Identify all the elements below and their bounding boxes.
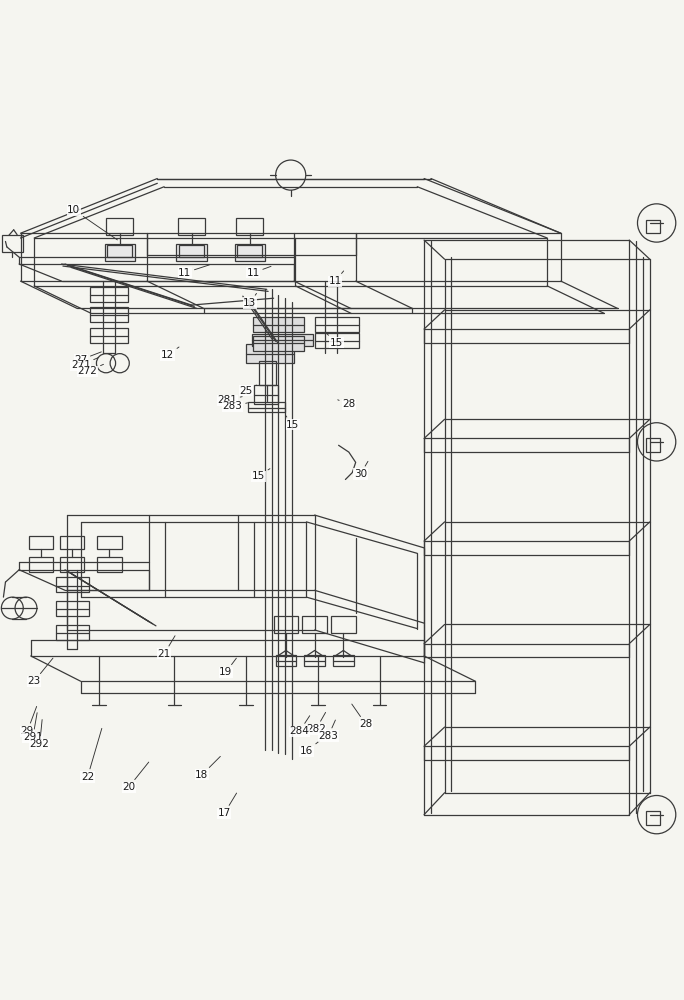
Text: 271: 271: [70, 357, 98, 370]
Bar: [90, 287, 128, 302]
Bar: [253, 317, 304, 332]
Bar: [60, 536, 84, 549]
Bar: [179, 245, 204, 257]
Text: 272: 272: [77, 364, 103, 376]
Text: 281: 281: [217, 395, 242, 405]
Bar: [315, 317, 359, 332]
Bar: [315, 333, 359, 348]
Text: 18: 18: [195, 756, 220, 780]
Bar: [259, 361, 276, 385]
Bar: [107, 245, 132, 257]
Bar: [248, 402, 285, 412]
Bar: [60, 557, 84, 572]
Bar: [304, 655, 325, 666]
Bar: [253, 336, 304, 351]
Text: 11: 11: [328, 271, 343, 286]
Text: 10: 10: [67, 205, 118, 240]
Bar: [333, 655, 354, 666]
Text: 28: 28: [352, 704, 373, 729]
Bar: [237, 245, 262, 257]
Text: 291: 291: [23, 713, 43, 742]
Bar: [252, 334, 313, 346]
Bar: [276, 655, 296, 666]
Text: 27: 27: [74, 352, 101, 365]
Bar: [176, 243, 207, 261]
Bar: [90, 328, 128, 343]
Bar: [646, 438, 660, 452]
Text: 13: 13: [243, 293, 256, 308]
Bar: [90, 307, 128, 322]
Bar: [56, 577, 89, 592]
Text: 17: 17: [218, 793, 237, 818]
Text: 23: 23: [27, 658, 53, 686]
Bar: [302, 616, 327, 633]
Bar: [29, 557, 53, 572]
Bar: [56, 625, 89, 640]
Bar: [178, 218, 205, 235]
Bar: [106, 218, 133, 235]
Text: 11: 11: [178, 265, 209, 278]
Bar: [646, 811, 660, 825]
Bar: [97, 557, 122, 572]
Bar: [105, 243, 135, 261]
Text: 25: 25: [239, 385, 256, 396]
Bar: [646, 220, 660, 233]
Bar: [246, 344, 294, 363]
Text: 284: 284: [289, 716, 310, 736]
Text: 29: 29: [21, 706, 37, 736]
Text: 11: 11: [246, 266, 271, 278]
Text: 283: 283: [318, 720, 339, 741]
Text: 28: 28: [338, 399, 356, 409]
Bar: [274, 616, 298, 633]
Text: 16: 16: [300, 741, 319, 756]
Text: 21: 21: [157, 636, 175, 659]
Text: 22: 22: [81, 728, 102, 782]
Bar: [331, 616, 356, 633]
Bar: [29, 536, 53, 549]
Bar: [235, 243, 265, 261]
Bar: [97, 536, 122, 549]
Text: 15: 15: [286, 416, 300, 430]
Bar: [2, 235, 23, 252]
Text: 282: 282: [306, 712, 326, 734]
Text: 30: 30: [354, 461, 368, 479]
Text: 283: 283: [222, 401, 248, 411]
Text: 20: 20: [122, 762, 148, 792]
Bar: [236, 218, 263, 235]
Text: 19: 19: [219, 658, 237, 677]
Text: 15: 15: [252, 469, 270, 481]
Bar: [56, 601, 89, 616]
Bar: [254, 385, 278, 404]
Text: 15: 15: [327, 334, 343, 348]
Text: 12: 12: [161, 347, 179, 360]
Text: 292: 292: [29, 720, 50, 749]
